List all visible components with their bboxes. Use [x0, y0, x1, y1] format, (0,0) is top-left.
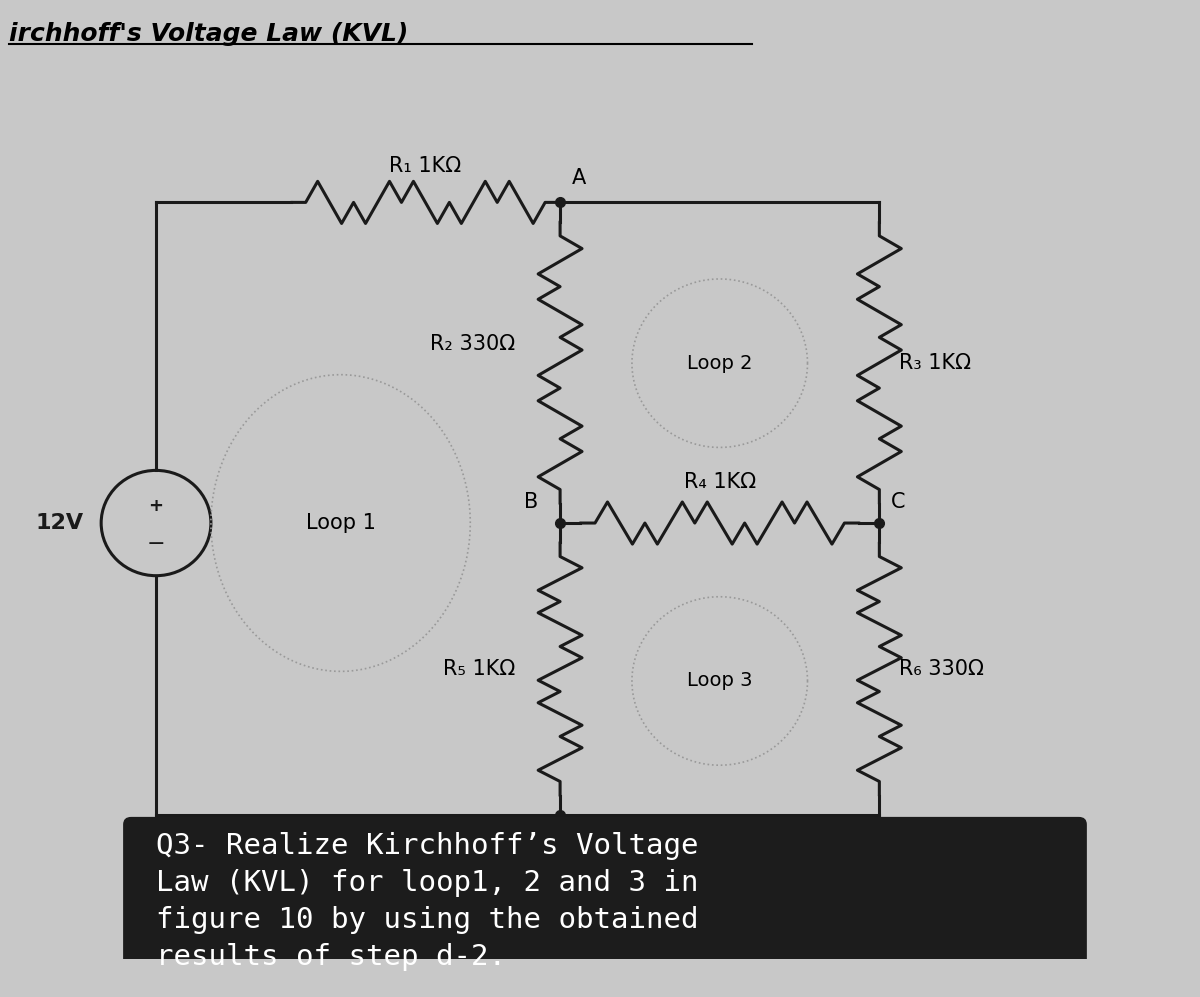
Text: Loop 2: Loop 2 — [686, 354, 752, 373]
Text: Q3- Realize Kirchhoff’s Voltage
Law (KVL) for loop1, 2 and 3 in
figure 10 by usi: Q3- Realize Kirchhoff’s Voltage Law (KVL… — [156, 832, 698, 971]
Text: Loop 1: Loop 1 — [306, 513, 376, 533]
Text: R₅ 1KΩ: R₅ 1KΩ — [443, 659, 515, 679]
Text: R₆ 330Ω: R₆ 330Ω — [899, 659, 984, 679]
FancyBboxPatch shape — [124, 817, 1087, 971]
Text: Loop 3: Loop 3 — [686, 671, 752, 691]
Text: 12V: 12V — [35, 513, 83, 533]
Text: +: + — [149, 497, 163, 514]
Text: irchhoff's Voltage Law (KVL): irchhoff's Voltage Law (KVL) — [10, 23, 409, 47]
Text: B: B — [524, 492, 538, 511]
Text: A: A — [572, 168, 587, 188]
Text: −: − — [146, 534, 166, 554]
Text: R₄ 1KΩ: R₄ 1KΩ — [684, 473, 756, 493]
Text: R₂ 330Ω: R₂ 330Ω — [430, 334, 515, 354]
Text: C: C — [892, 492, 906, 511]
Text: R₁ 1KΩ: R₁ 1KΩ — [389, 156, 462, 175]
Text: R₃ 1KΩ: R₃ 1KΩ — [899, 353, 971, 373]
Text: D: D — [572, 825, 588, 844]
